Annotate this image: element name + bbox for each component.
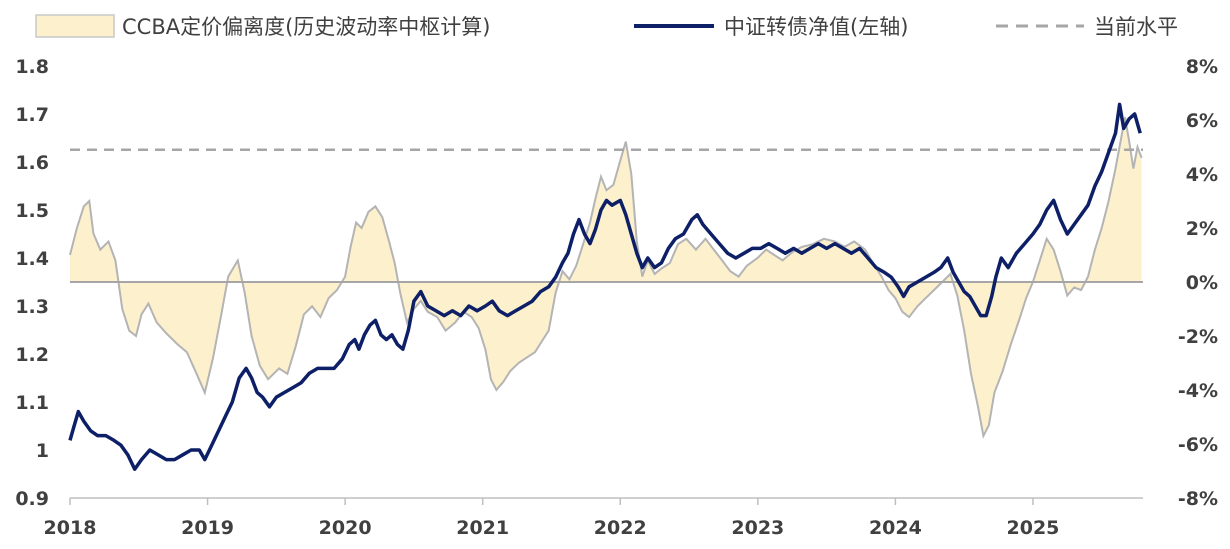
axes: 2018 2019 2020 2021 2022 2023 2024 2025 0.9 1 1.1 1… — [15, 56, 1218, 539]
x-tick-label: 2021 — [456, 517, 509, 539]
right-y-tick-label: -6% — [1178, 434, 1218, 456]
x-tick-label: 2025 — [1007, 517, 1060, 539]
right-y-tick-label: 6% — [1186, 110, 1218, 132]
x-tick-label: 2022 — [594, 517, 647, 539]
x-tick-label: 2023 — [731, 517, 784, 539]
x-tick-label: 2020 — [319, 517, 372, 539]
legend-swatch-deviation — [35, 14, 115, 38]
x-tick-label: 2024 — [869, 517, 922, 539]
right-y-tick-label: -4% — [1178, 380, 1218, 402]
legend: CCBA定价偏离度(历史波动率中枢计算) 中证转债净值(左轴) 当前水平 — [35, 14, 1178, 39]
left-y-tick-label: 1.1 — [15, 392, 49, 414]
deviation-line — [69, 117, 1143, 439]
right-y-tick-label: -2% — [1178, 326, 1218, 348]
left-y-tick-label: 1.5 — [15, 200, 49, 222]
net-value-line — [68, 102, 1142, 471]
legend-label-deviation: CCBA定价偏离度(历史波动率中枢计算) — [122, 15, 490, 39]
right-y-tick-label: -8% — [1178, 488, 1218, 510]
right-y-tick-label: 2% — [1186, 218, 1218, 240]
left-y-tick-label: 1.6 — [15, 152, 49, 174]
left-y-tick-label: 1.3 — [15, 296, 49, 318]
left-y-tick-label: 0.9 — [15, 488, 49, 510]
left-y-tick-label: 1.4 — [15, 248, 49, 270]
right-y-tick-label: 8% — [1186, 56, 1218, 78]
right-y-tick-label: 0% — [1186, 272, 1218, 294]
x-tick-label: 2019 — [181, 517, 234, 539]
right-y-tick-label: 4% — [1186, 164, 1218, 186]
plot-area — [68, 102, 1143, 471]
legend-label-current-level: 当前水平 — [1094, 15, 1178, 39]
left-y-tick-label: 1 — [36, 440, 49, 462]
left-y-tick-label: 1.7 — [15, 104, 49, 126]
legend-label-net-value: 中证转债净值(左轴) — [724, 15, 908, 39]
x-tick-label: 2018 — [44, 517, 97, 539]
left-y-tick-label: 1.2 — [15, 344, 49, 366]
deviation-area — [70, 117, 1142, 436]
left-y-tick-label: 1.8 — [15, 56, 49, 78]
